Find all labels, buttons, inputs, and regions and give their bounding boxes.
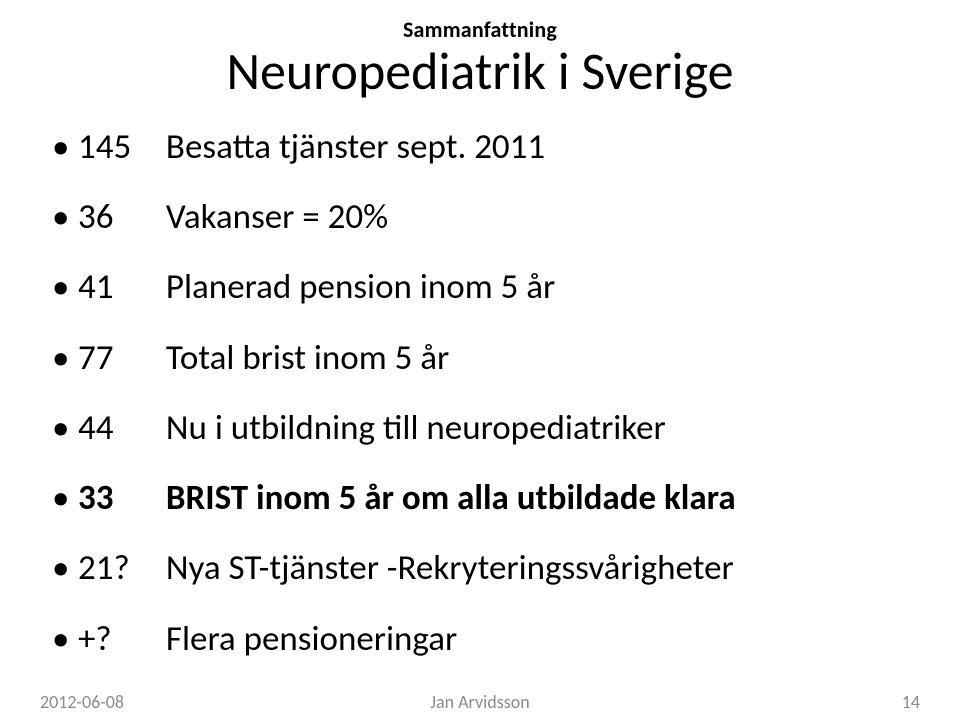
slide: Sammanfattning Neuropediatrik i Sverige … [0,0,960,725]
item-text: Nya ST-tjänster -Rekryteringssvårigheter [166,547,734,589]
footer-date: 2012-06-08 [40,691,240,713]
list-item: 77 Total brist inom 5 år [46,338,920,378]
list-item: 36 Vakanser = 20% [46,197,920,237]
slide-title: Neuropediatrik i Sverige [40,44,920,99]
item-text: Flera pensioneringar [166,618,457,660]
list-item: 44 Nu i utbildning till neuropediatriker [46,408,920,448]
item-text: Nu i utbildning till neuropediatriker [166,407,666,449]
item-number: 36 [78,197,158,237]
item-number: 41 [78,267,158,307]
bullet-list: 145 Besatta tjänster sept. 2011 36 Vakan… [40,127,920,659]
item-number: 33 [78,478,158,518]
item-text: Total brist inom 5 år [166,337,449,379]
list-item: 21? Nya ST-tjänster -Rekryteringssvårigh… [46,548,920,588]
item-number: +? [78,619,158,659]
footer-page: 14 [720,691,920,713]
item-text: Vakanser = 20% [166,196,388,238]
slide-footer: 2012-06-08 Jan Arvidsson 14 [0,691,960,713]
list-item: 145 Besatta tjänster sept. 2011 [46,127,920,167]
item-number: 21? [78,548,158,588]
list-item: 33 BRIST inom 5 år om alla utbildade kla… [46,478,920,518]
item-number: 77 [78,338,158,378]
item-text: BRIST inom 5 år om alla utbildade klara [166,477,736,519]
list-item: 41 Planerad pension inom 5 år [46,267,920,307]
footer-author: Jan Arvidsson [240,691,720,713]
item-number: 44 [78,408,158,448]
item-text: Besatta tjänster sept. 2011 [166,126,545,168]
item-number: 145 [78,127,158,167]
item-text: Planerad pension inom 5 år [166,266,555,308]
list-item: +? Flera pensioneringar [46,619,920,659]
